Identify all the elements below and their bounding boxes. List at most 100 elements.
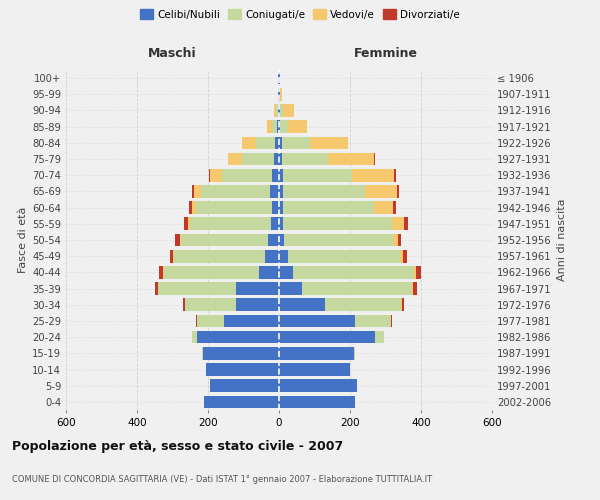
Bar bbox=[274, 104, 276, 117]
Bar bbox=[279, 120, 280, 133]
Bar bbox=[201, 185, 270, 198]
Bar bbox=[227, 152, 242, 166]
Bar bbox=[158, 282, 236, 295]
Y-axis label: Anni di nascita: Anni di nascita bbox=[557, 198, 567, 281]
Bar bbox=[283, 202, 374, 214]
Bar bbox=[270, 185, 279, 198]
Bar bbox=[282, 152, 328, 166]
Bar bbox=[203, 347, 279, 360]
Bar bbox=[280, 120, 287, 133]
Bar bbox=[210, 380, 279, 392]
Bar bbox=[192, 202, 196, 214]
Bar bbox=[184, 218, 188, 230]
Bar bbox=[279, 104, 280, 117]
Bar bbox=[179, 234, 181, 246]
Bar bbox=[279, 250, 288, 262]
Bar bbox=[414, 266, 416, 278]
Bar bbox=[279, 380, 357, 392]
Bar bbox=[272, 202, 279, 214]
Bar bbox=[347, 136, 348, 149]
Bar bbox=[416, 266, 421, 278]
Bar bbox=[279, 298, 325, 311]
Text: Maschi: Maschi bbox=[148, 48, 197, 60]
Bar bbox=[279, 396, 355, 408]
Bar bbox=[279, 136, 282, 149]
Bar bbox=[164, 266, 259, 278]
Bar bbox=[278, 88, 279, 101]
Bar bbox=[403, 250, 407, 262]
Bar bbox=[394, 202, 396, 214]
Bar bbox=[181, 234, 268, 246]
Bar bbox=[224, 314, 279, 328]
Bar bbox=[283, 169, 352, 181]
Bar bbox=[266, 120, 272, 133]
Bar bbox=[352, 169, 394, 181]
Bar bbox=[284, 234, 392, 246]
Bar bbox=[279, 314, 355, 328]
Bar bbox=[325, 298, 401, 311]
Bar bbox=[197, 331, 279, 344]
Bar bbox=[282, 136, 310, 149]
Bar bbox=[242, 152, 274, 166]
Bar bbox=[174, 250, 265, 262]
Bar bbox=[192, 331, 197, 344]
Bar bbox=[283, 218, 392, 230]
Bar bbox=[188, 218, 190, 230]
Bar bbox=[197, 314, 224, 328]
Bar bbox=[160, 266, 163, 278]
Bar bbox=[401, 298, 402, 311]
Bar bbox=[163, 266, 164, 278]
Bar bbox=[279, 331, 375, 344]
Bar bbox=[278, 72, 279, 85]
Bar bbox=[279, 72, 280, 85]
Bar bbox=[268, 234, 279, 246]
Bar bbox=[202, 347, 203, 360]
Bar bbox=[279, 88, 280, 101]
Bar bbox=[374, 152, 375, 166]
Bar bbox=[276, 104, 278, 117]
Bar bbox=[365, 185, 397, 198]
Text: Popolazione per età, sesso e stato civile - 2007: Popolazione per età, sesso e stato civil… bbox=[12, 440, 343, 453]
Bar bbox=[402, 298, 404, 311]
Text: COMUNE DI CONCORDIA SAGITTARIA (VE) - Dati ISTAT 1° gennaio 2007 - Elaborazione : COMUNE DI CONCORDIA SAGITTARIA (VE) - Da… bbox=[12, 475, 432, 484]
Bar bbox=[274, 152, 279, 166]
Bar bbox=[170, 250, 173, 262]
Bar bbox=[278, 104, 279, 117]
Bar bbox=[206, 363, 279, 376]
Bar bbox=[287, 120, 307, 133]
Bar bbox=[397, 185, 398, 198]
Bar bbox=[265, 250, 279, 262]
Bar bbox=[392, 234, 398, 246]
Y-axis label: Fasce di età: Fasce di età bbox=[18, 207, 28, 273]
Bar bbox=[183, 298, 185, 311]
Bar bbox=[210, 169, 222, 181]
Bar bbox=[256, 136, 275, 149]
Bar bbox=[196, 314, 197, 328]
Bar bbox=[374, 202, 394, 214]
Bar bbox=[192, 185, 194, 198]
Bar bbox=[392, 218, 404, 230]
Bar bbox=[189, 202, 192, 214]
Bar bbox=[275, 136, 279, 149]
Bar bbox=[279, 234, 284, 246]
Bar bbox=[353, 347, 355, 360]
Bar bbox=[279, 363, 350, 376]
Bar bbox=[398, 234, 401, 246]
Bar bbox=[355, 314, 391, 328]
Bar bbox=[412, 282, 413, 295]
Bar bbox=[185, 298, 236, 311]
Bar bbox=[310, 136, 347, 149]
Bar bbox=[302, 282, 412, 295]
Bar bbox=[272, 120, 277, 133]
Bar bbox=[271, 218, 279, 230]
Bar bbox=[279, 282, 302, 295]
Bar bbox=[259, 266, 279, 278]
Bar bbox=[279, 169, 283, 181]
Bar bbox=[283, 185, 365, 198]
Bar bbox=[222, 169, 272, 181]
Bar bbox=[242, 136, 256, 149]
Bar bbox=[279, 218, 283, 230]
Bar bbox=[279, 347, 353, 360]
Bar bbox=[196, 202, 272, 214]
Bar bbox=[375, 331, 384, 344]
